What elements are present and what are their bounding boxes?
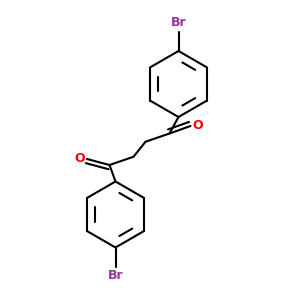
Text: O: O (192, 119, 203, 132)
Text: Br: Br (171, 16, 186, 29)
Text: O: O (75, 152, 85, 165)
Text: Br: Br (108, 269, 123, 282)
